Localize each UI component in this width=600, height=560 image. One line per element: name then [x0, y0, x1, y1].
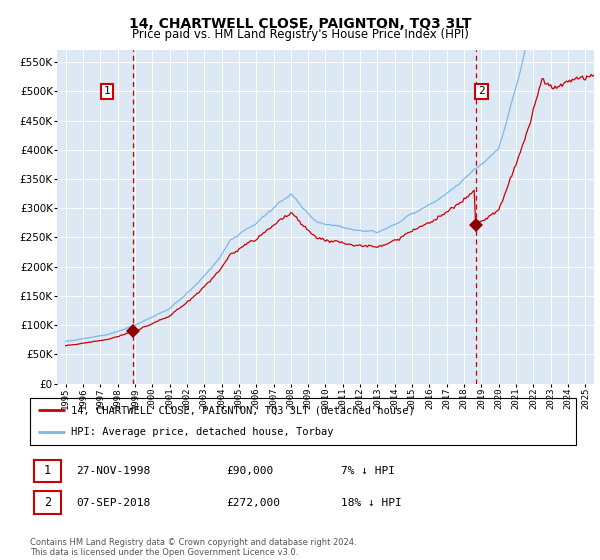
Text: HPI: Average price, detached house, Torbay: HPI: Average price, detached house, Torb…: [71, 427, 334, 437]
Text: £90,000: £90,000: [227, 466, 274, 476]
Text: 1: 1: [44, 464, 51, 478]
Text: 14, CHARTWELL CLOSE, PAIGNTON, TQ3 3LT (detached house): 14, CHARTWELL CLOSE, PAIGNTON, TQ3 3LT (…: [71, 405, 415, 416]
Text: 27-NOV-1998: 27-NOV-1998: [76, 466, 151, 476]
Text: Contains HM Land Registry data © Crown copyright and database right 2024.
This d: Contains HM Land Registry data © Crown c…: [30, 538, 356, 557]
Text: Price paid vs. HM Land Registry's House Price Index (HPI): Price paid vs. HM Land Registry's House …: [131, 28, 469, 41]
Text: 18% ↓ HPI: 18% ↓ HPI: [341, 498, 402, 508]
Text: 2: 2: [44, 496, 51, 509]
Text: 7% ↓ HPI: 7% ↓ HPI: [341, 466, 395, 476]
Text: 2: 2: [478, 86, 485, 96]
Text: 1: 1: [104, 86, 110, 96]
Text: 14, CHARTWELL CLOSE, PAIGNTON, TQ3 3LT: 14, CHARTWELL CLOSE, PAIGNTON, TQ3 3LT: [129, 17, 471, 31]
Text: 07-SEP-2018: 07-SEP-2018: [76, 498, 151, 508]
Text: £272,000: £272,000: [227, 498, 281, 508]
FancyBboxPatch shape: [34, 492, 61, 514]
FancyBboxPatch shape: [34, 460, 61, 482]
